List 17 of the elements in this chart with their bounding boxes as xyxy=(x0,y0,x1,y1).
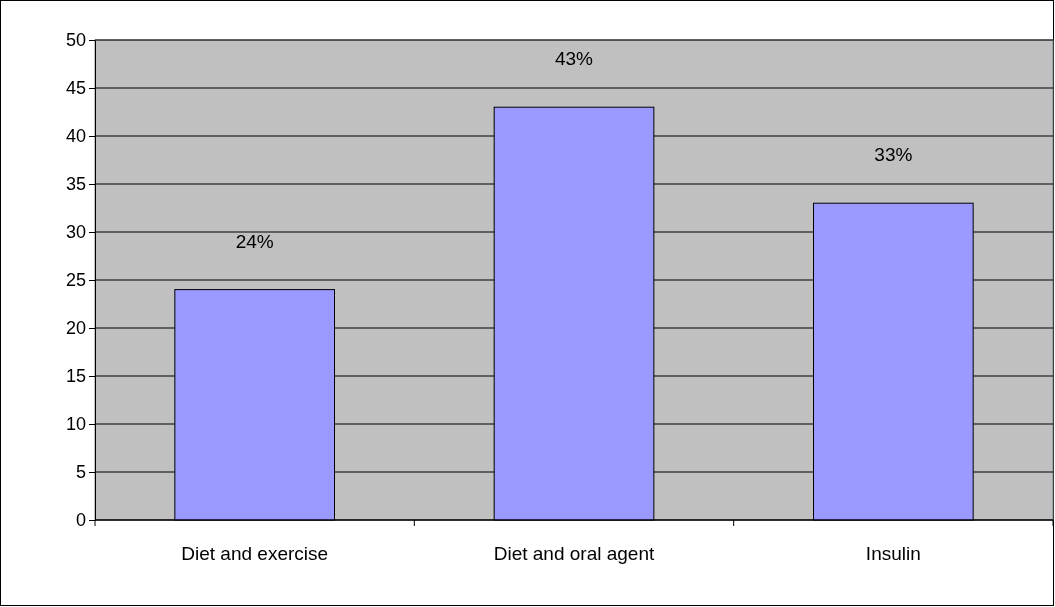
x-tick-label: Insulin xyxy=(865,543,921,564)
y-tick-label: 45 xyxy=(65,78,86,99)
data-label: 24% xyxy=(235,230,274,252)
y-tick-label: 0 xyxy=(75,510,86,531)
y-tick-label: 25 xyxy=(65,270,86,291)
x-tick-label: Diet and oral agent xyxy=(493,543,655,564)
y-tick-label: 15 xyxy=(65,366,86,387)
y-tick-label: 5 xyxy=(75,462,86,483)
y-tick-label: 50 xyxy=(65,30,86,51)
data-label: 43% xyxy=(554,48,594,70)
y-tick-label: 35 xyxy=(65,174,86,195)
x-tick-label: Diet and exercise xyxy=(181,543,329,564)
data-label: 33% xyxy=(874,144,913,166)
y-tick-label: 30 xyxy=(65,222,86,243)
y-tick-label: 20 xyxy=(65,318,86,339)
y-tick-label: 40 xyxy=(65,126,86,147)
y-tick-label: 10 xyxy=(65,414,86,435)
